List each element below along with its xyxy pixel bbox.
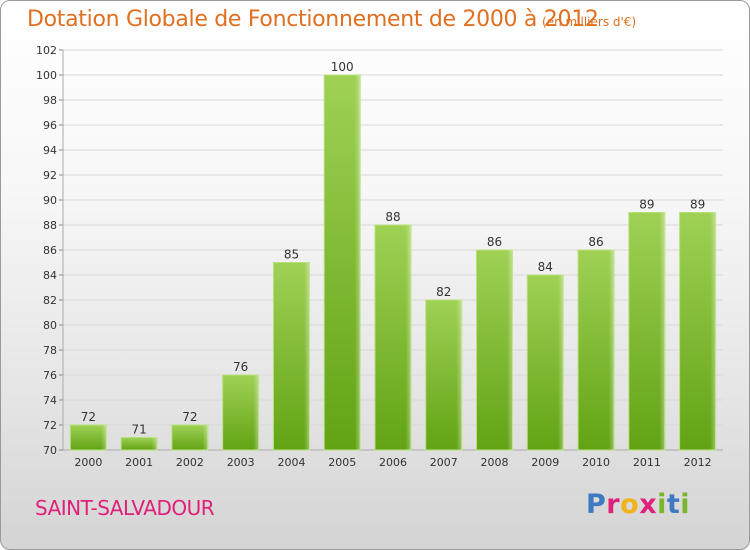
data-label: 84 <box>538 260 553 274</box>
y-tick-label: 100 <box>36 69 57 82</box>
bar-highlight <box>222 375 259 450</box>
data-label: 88 <box>385 210 400 224</box>
bar-highlight <box>425 300 462 450</box>
y-tick-label: 86 <box>43 244 57 257</box>
data-label: 85 <box>284 248 299 262</box>
x-tick-label: 2008 <box>481 456 509 469</box>
y-tick-label: 92 <box>43 169 57 182</box>
x-tick-label: 2002 <box>176 456 204 469</box>
bar-highlight <box>527 275 564 450</box>
data-label: 71 <box>132 423 147 437</box>
y-tick-label: 76 <box>43 369 57 382</box>
x-tick-label: 2010 <box>582 456 610 469</box>
x-tick-label: 2007 <box>430 456 458 469</box>
data-label: 86 <box>588 235 603 249</box>
bar-highlight <box>578 250 615 450</box>
bar-highlight <box>679 212 716 450</box>
logo-letter: i <box>657 489 667 520</box>
data-label: 82 <box>436 285 451 299</box>
x-tick-label: 2012 <box>684 456 712 469</box>
logo-letter: o <box>620 489 640 520</box>
data-label: 89 <box>639 198 654 212</box>
chart-subtitle: (en milliers d'€) <box>542 15 637 29</box>
bar-highlight <box>171 425 208 450</box>
logo-letter: t <box>666 489 681 520</box>
y-tick-label: 72 <box>43 419 57 432</box>
bar-highlight <box>70 425 107 450</box>
x-tick-label: 2001 <box>125 456 153 469</box>
proxiti-logo: Proxiti <box>586 489 690 520</box>
chart-title: Dotation Globale de Fonctionnement de 20… <box>27 7 599 32</box>
y-tick-label: 74 <box>43 394 57 407</box>
y-tick-label: 82 <box>43 294 57 307</box>
logo-letter: x <box>639 489 658 520</box>
y-tick-label: 78 <box>43 344 57 357</box>
data-label: 72 <box>81 410 96 424</box>
y-tick-label: 70 <box>43 444 57 457</box>
bar-highlight <box>121 437 158 450</box>
commune-name: SAINT-SALVADOUR <box>35 496 215 520</box>
y-tick-label: 84 <box>43 269 57 282</box>
y-tick-label: 88 <box>43 219 57 232</box>
x-tick-label: 2003 <box>227 456 255 469</box>
x-tick-label: 2000 <box>74 456 102 469</box>
bar-highlight <box>273 262 310 450</box>
bar-highlight <box>628 212 665 450</box>
y-tick-label: 80 <box>43 319 57 332</box>
x-tick-label: 2005 <box>328 456 356 469</box>
data-label: 89 <box>690 198 705 212</box>
x-tick-label: 2006 <box>379 456 407 469</box>
y-tick-label: 102 <box>36 44 57 57</box>
y-tick-label: 94 <box>43 144 57 157</box>
x-tick-label: 2011 <box>633 456 661 469</box>
y-tick-label: 90 <box>43 194 57 207</box>
data-label: 76 <box>233 360 248 374</box>
y-tick-label: 98 <box>43 94 57 107</box>
logo-letter: i <box>680 489 691 520</box>
logo-letter: r <box>606 489 621 520</box>
x-tick-label: 2004 <box>277 456 305 469</box>
bar-highlight <box>476 250 513 450</box>
y-tick-label: 96 <box>43 119 57 132</box>
logo-letter: P <box>586 489 607 520</box>
x-tick-label: 2009 <box>531 456 559 469</box>
data-label: 86 <box>487 235 502 249</box>
data-label: 100 <box>331 60 354 74</box>
bar-highlight <box>324 75 361 450</box>
data-label: 72 <box>182 410 197 424</box>
bar-highlight <box>375 225 411 450</box>
